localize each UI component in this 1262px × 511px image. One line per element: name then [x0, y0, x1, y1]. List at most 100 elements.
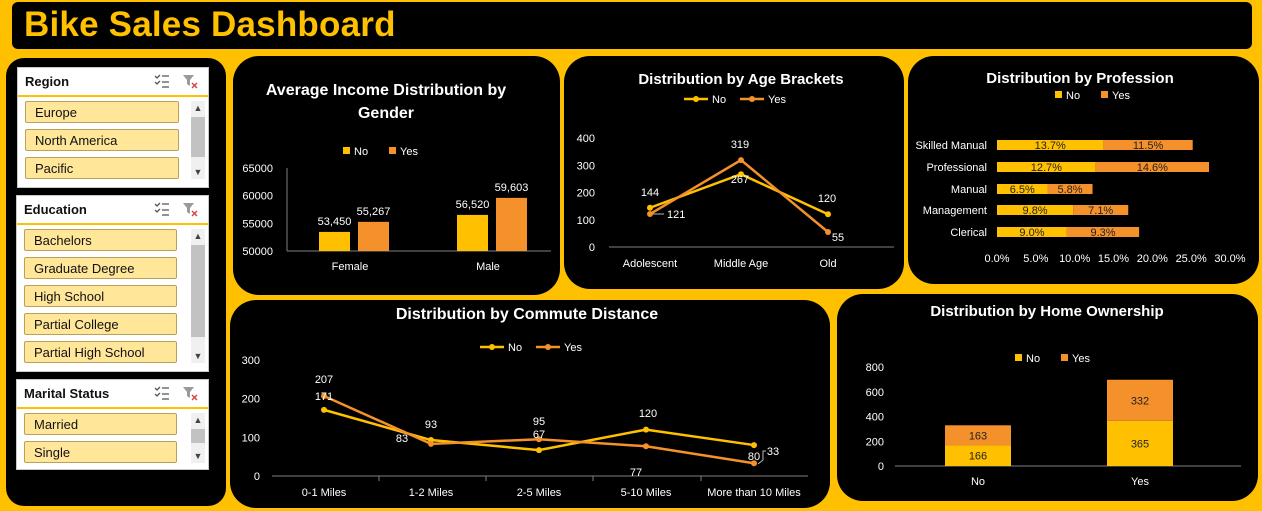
x-tick-label: 0-1 Miles: [302, 487, 347, 499]
bar-segment-no: [997, 140, 1104, 150]
data-point: [647, 211, 653, 218]
scroll-up-icon[interactable]: ▲: [193, 415, 203, 425]
y-tick-label: 300: [242, 355, 260, 367]
slicer-item-single[interactable]: Single: [24, 441, 177, 463]
x-tick-label: 0.0%: [984, 253, 1009, 265]
bar-segment-no: [1107, 420, 1173, 466]
x-tick-label: Old: [819, 258, 836, 270]
region-slicer-title: Region: [25, 74, 70, 89]
marital-status-slicer: Marital Status Married Single ▲ ▼: [16, 379, 209, 470]
multi-select-icon[interactable]: [154, 73, 170, 89]
bar-segment-no: [997, 205, 1074, 215]
multi-select-icon[interactable]: [154, 201, 170, 217]
age-chart: Distribution by Age Brackets No Yes 0 100 200…: [577, 71, 894, 270]
y-tick-label: 50000: [242, 246, 273, 258]
education-slicer-title: Education: [24, 202, 87, 217]
legend-entry: Yes: [564, 342, 582, 354]
income-chart-panel: Average Income Distribution by Gender No Ye…: [233, 56, 560, 295]
legend-marker: [1055, 91, 1062, 98]
slicer-item-partial-college[interactable]: Partial College: [24, 313, 177, 335]
chart-title: Distribution by Home Ownership: [930, 303, 1163, 320]
y-tick-label: 200: [866, 436, 884, 448]
slicer-item-married[interactable]: Married: [24, 413, 177, 435]
slicer-item-high-school[interactable]: High School: [24, 285, 177, 307]
data-point: [825, 229, 831, 236]
education-slicer-header: Education: [17, 196, 208, 225]
slicer-item-north-america[interactable]: North America: [25, 129, 179, 151]
x-tick-label: 5-10 Miles: [621, 487, 672, 499]
clear-filter-icon[interactable]: [182, 385, 198, 401]
region-slicer: Region Europe North America Pacific ▲ ▼: [17, 67, 209, 188]
chart-title: Distribution by Profession: [986, 70, 1174, 87]
x-tick-label: Yes: [1131, 476, 1149, 488]
multi-select-icon[interactable]: [154, 385, 170, 401]
marital-slicer-title: Marital Status: [24, 386, 110, 401]
data-label: 171: [315, 391, 333, 403]
scroll-thumb[interactable]: [191, 117, 205, 157]
scroll-up-icon[interactable]: ▲: [193, 103, 203, 113]
chart-title: Distribution by Age Brackets: [638, 71, 843, 88]
region-slicer-header: Region: [18, 68, 208, 97]
legend-marker: [1015, 354, 1022, 361]
data-label: 365: [1131, 438, 1149, 450]
legend-marker: [749, 96, 755, 102]
slicer-item-graduate-degree[interactable]: Graduate Degree: [24, 257, 177, 279]
clear-filter-icon[interactable]: [182, 201, 198, 217]
bar-no-male: [457, 214, 488, 251]
data-label: 9.8%: [1023, 205, 1048, 217]
data-point: [751, 460, 757, 467]
x-tick-label: 20.0%: [1137, 253, 1168, 265]
scroll-down-icon[interactable]: ▼: [193, 351, 203, 361]
legend-entry: No: [508, 342, 522, 354]
legend-entry: No: [1026, 353, 1040, 365]
data-label: 93: [425, 419, 437, 431]
data-label: 55: [832, 232, 844, 244]
slicer-item-europe[interactable]: Europe: [25, 101, 179, 123]
y-tick-label: Manual: [951, 184, 987, 196]
education-scrollbar[interactable]: ▲ ▼: [191, 229, 205, 363]
y-tick-label: 65000: [242, 163, 273, 175]
data-label: 11.5%: [1133, 140, 1164, 152]
education-slicer: Education Bachelors Graduate Degree High…: [16, 195, 209, 372]
region-scrollbar[interactable]: ▲ ▼: [191, 101, 205, 179]
bar-segment-yes: [1066, 227, 1140, 237]
scroll-up-icon[interactable]: ▲: [193, 231, 203, 241]
data-label: 14.6%: [1137, 162, 1168, 174]
legend-entry: No: [712, 94, 726, 106]
commute-chart-panel: Distribution by Commute Distance No Yes 0 10…: [230, 300, 830, 508]
slicer-item-bachelors[interactable]: Bachelors: [24, 229, 177, 251]
scroll-thumb[interactable]: [191, 429, 205, 443]
dashboard-title: Bike Sales Dashboard: [24, 5, 396, 44]
data-label: 56,520: [456, 199, 490, 211]
marital-scrollbar[interactable]: ▲ ▼: [191, 413, 205, 463]
data-label: 166: [969, 451, 987, 463]
legend-marker: [389, 147, 396, 154]
bar-segment-yes: [1073, 205, 1129, 215]
scroll-down-icon[interactable]: ▼: [193, 167, 203, 177]
scroll-thumb[interactable]: [191, 245, 205, 337]
x-tick-label: Adolescent: [623, 258, 677, 270]
x-tick-label: No: [971, 476, 985, 488]
data-label: 59,603: [495, 182, 529, 194]
x-tick-label: 5.0%: [1023, 253, 1048, 265]
slicer-item-partial-high-school[interactable]: Partial High School: [24, 341, 177, 363]
data-point: [643, 443, 649, 450]
chart-title: Distribution by Commute Distance: [396, 306, 658, 323]
data-point: [536, 447, 542, 454]
y-tick-label: 0: [589, 242, 595, 254]
data-label: 83: [396, 433, 408, 445]
data-label: 163: [969, 430, 987, 442]
data-label: 67: [533, 429, 545, 441]
x-tick-label: 15.0%: [1098, 253, 1129, 265]
scroll-down-icon[interactable]: ▼: [193, 451, 203, 461]
slicer-item-pacific[interactable]: Pacific: [25, 157, 179, 179]
x-tick-label: 1-2 Miles: [409, 487, 454, 499]
legend-marker: [545, 344, 551, 350]
x-tick-label: More than 10 Miles: [707, 487, 801, 499]
clear-filter-icon[interactable]: [182, 73, 198, 89]
chart-title: Average Income Distribution by: [266, 82, 506, 99]
legend-marker: [489, 344, 495, 350]
data-label: 121: [667, 209, 685, 221]
data-label: 5.8%: [1057, 184, 1082, 196]
data-label: 80: [748, 451, 760, 463]
